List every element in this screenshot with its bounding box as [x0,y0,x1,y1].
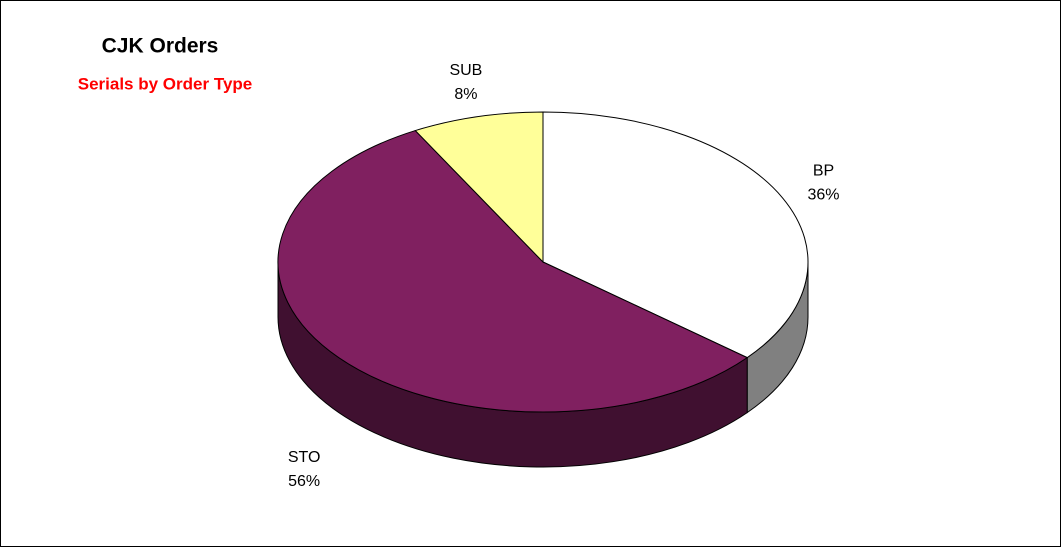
slice-value-label: 56% [288,473,320,490]
pie-slice [414,111,544,264]
slice-value-label: 8% [454,86,477,103]
slice-label: BP [813,162,834,179]
pie-slice [542,111,809,359]
slice-label: STO [288,449,321,466]
slice-value-label: 36% [807,186,839,203]
pie-slice [277,129,749,413]
slice-label: SUB [449,62,482,79]
chart-subtitle: Serials by Order Type [78,74,252,93]
chart-title: CJK Orders [102,35,219,58]
